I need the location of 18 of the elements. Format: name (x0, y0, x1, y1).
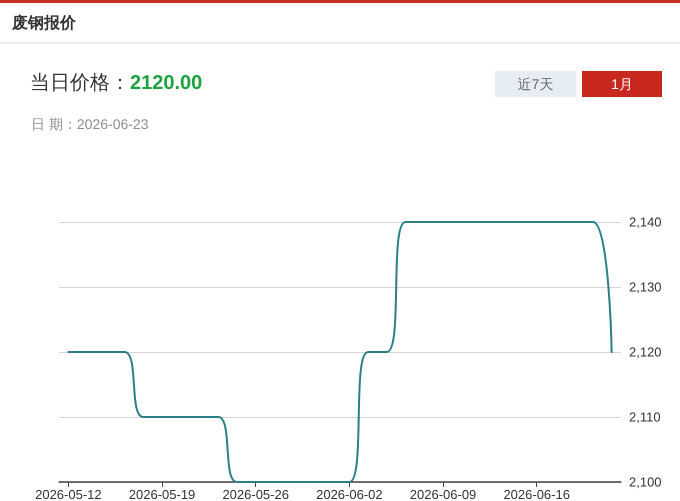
x-tick-label: 2026-05-12 (35, 487, 102, 501)
x-tick-label: 2026-06-09 (410, 487, 476, 501)
y-tick-label: 2,120 (629, 344, 662, 360)
text: 2120.00 (130, 72, 202, 94)
x-tick-label: 2026-05-26 (222, 487, 289, 501)
y-tick-label: 2,140 (629, 214, 662, 230)
x-tick-label: 2026-05-19 (128, 487, 196, 501)
text: 当日价格： (30, 72, 130, 94)
x-tick-label: 2026-06-02 (316, 487, 383, 501)
line-series (67, 221, 613, 483)
y-tick-label: 2,130 (629, 280, 662, 294)
month-range-button: 1月 (582, 71, 662, 97)
week-range-button: 近7天 (495, 71, 576, 97)
y-tick-label: 2,100 (629, 474, 662, 490)
x-tick-label: 2026-06-16 (503, 487, 570, 501)
chart-title: 废钢报价 (12, 14, 76, 34)
y-tick-label: 2,110 (629, 410, 661, 424)
text: 日 期：2026-06-23 (31, 115, 149, 133)
